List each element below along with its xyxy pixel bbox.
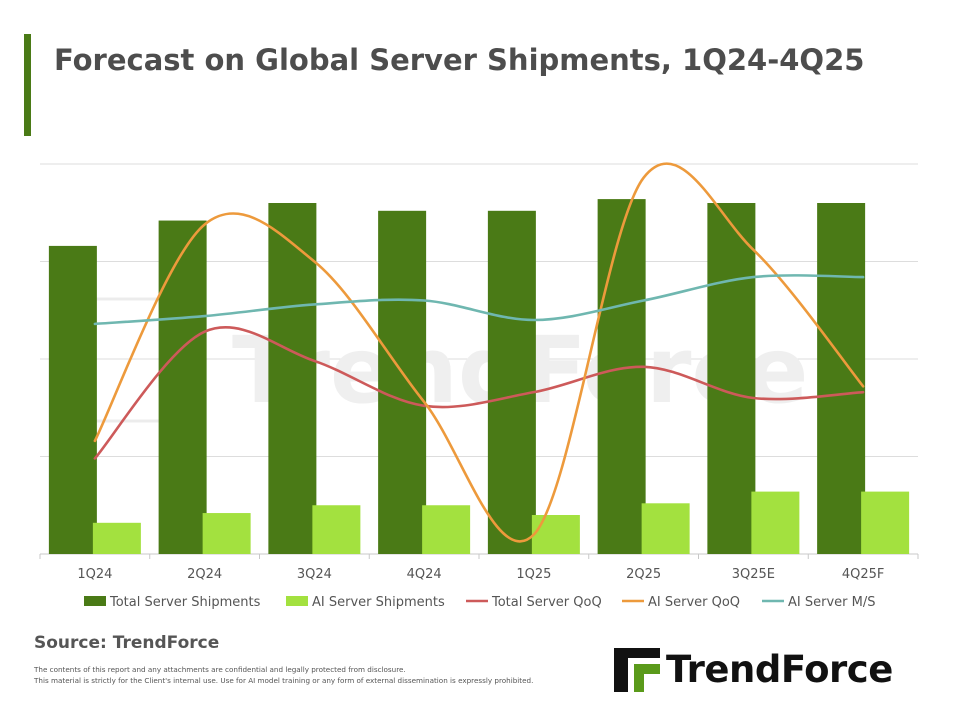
legend-label: Total Server QoQ: [491, 595, 602, 610]
source-label: Source: TrendForce: [34, 633, 220, 653]
title-accent-bar: [24, 34, 31, 136]
trendforce-logo-icon: [614, 648, 660, 692]
legend-swatch: [84, 596, 106, 606]
x-tick-label: 1Q24: [77, 567, 112, 582]
bar-total-server-shipments: [378, 210, 427, 555]
disclaimer: The contents of this report and any atta…: [34, 664, 533, 686]
bar-ai-server-shipments: [751, 491, 800, 554]
x-tick-label: 2Q24: [187, 567, 222, 582]
legend-ai-server-ms: AI Server M/S: [762, 595, 875, 610]
line-total-server-qoq: [93, 326, 865, 460]
legend-swatch: [286, 596, 308, 606]
disclaimer-line-2: This material is strictly for the Client…: [34, 676, 534, 685]
bar-ai-server-shipments: [312, 505, 361, 554]
x-tick-label: 2Q25: [626, 567, 661, 582]
line-ai-server-qoq: [93, 162, 865, 543]
x-tick-label: 4Q24: [407, 567, 442, 582]
disclaimer-line-1: The contents of this report and any atta…: [34, 665, 406, 674]
bar-total-server-shipments: [597, 199, 646, 554]
legend-total-server-shipments: Total Server Shipments: [84, 595, 261, 610]
logo-text: TrendForce: [666, 648, 893, 691]
bar-total-server-shipments: [158, 220, 207, 555]
legend-total-server-qoq: Total Server QoQ: [466, 595, 602, 610]
legend-label: AI Server QoQ: [648, 595, 740, 610]
legend-label: Total Server Shipments: [109, 595, 261, 610]
line-ai-server-ms: [93, 274, 865, 326]
trendforce-logo: TrendForce: [612, 646, 932, 696]
legend-label: AI Server M/S: [788, 595, 875, 610]
bar-total-server-shipments: [487, 210, 536, 555]
legend-label: AI Server Shipments: [312, 595, 445, 610]
bars: [48, 199, 910, 555]
bar-ai-server-shipments: [92, 522, 141, 554]
bar-total-server-shipments: [48, 245, 97, 554]
bar-total-server-shipments: [268, 203, 317, 554]
legend-ai-server-qoq: AI Server QoQ: [622, 595, 740, 610]
bar-total-server-shipments: [707, 203, 756, 554]
chart-title: Forecast on Global Server Shipments, 1Q2…: [54, 43, 865, 77]
bar-ai-server-shipments: [531, 515, 580, 554]
x-tick-label: 3Q24: [297, 567, 332, 582]
x-tick-label: 1Q25: [516, 567, 551, 582]
bar-ai-server-shipments: [641, 503, 690, 554]
bar-ai-server-shipments: [422, 505, 471, 554]
chart-area: TrendForce 1Q242Q243Q244Q241Q252Q253Q25E…: [39, 162, 919, 610]
chart-legend: Total Server Shipments AI Server Shipment…: [84, 595, 875, 610]
legend-ai-server-shipments: AI Server Shipments: [286, 595, 445, 610]
bar-ai-server-shipments: [202, 513, 251, 554]
x-tick-label: 3Q25E: [732, 567, 775, 582]
bar-ai-server-shipments: [861, 491, 910, 554]
x-axis: 1Q24 2Q24 3Q24 4Q24 1Q25 2Q25 3Q25E 4Q25F: [39, 554, 919, 582]
lines: [93, 162, 865, 543]
x-tick-label: 4Q25F: [842, 567, 885, 582]
